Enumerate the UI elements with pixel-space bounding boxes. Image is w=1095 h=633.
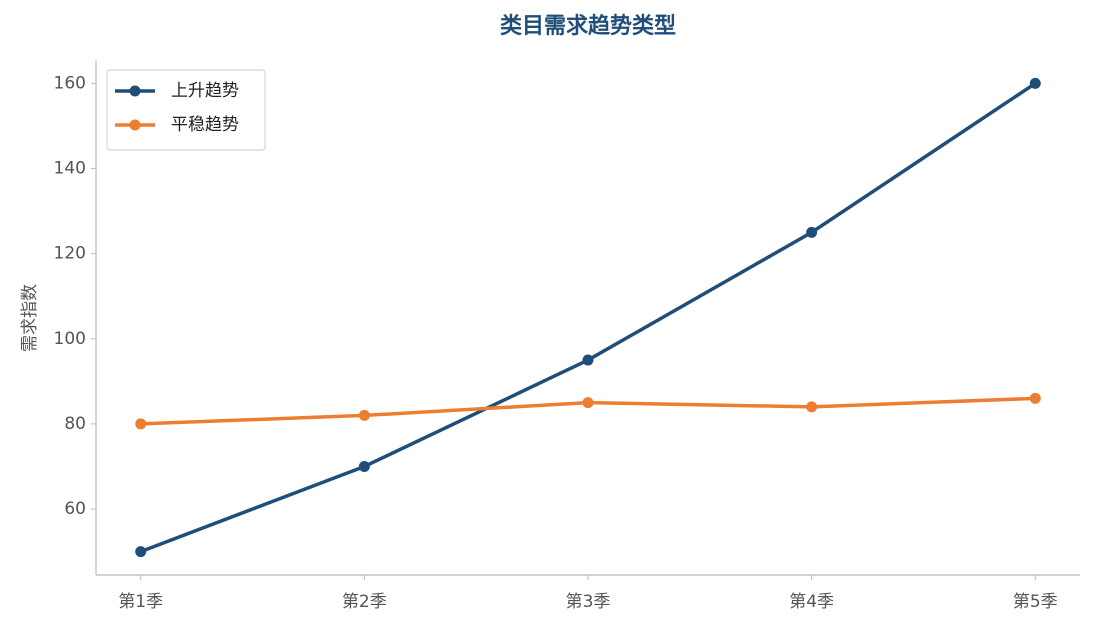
chart-title: 类目需求趋势类型 <box>500 13 676 39</box>
y-tick-label: 100 <box>54 329 86 349</box>
point <box>135 546 147 558</box>
x-tick-label: 第4季 <box>789 592 834 612</box>
point <box>358 460 370 472</box>
point <box>358 409 370 421</box>
legend-marker <box>129 85 141 97</box>
y-tick-label: 140 <box>54 159 86 179</box>
point <box>806 401 818 413</box>
legend-label: 平稳趋势 <box>171 115 239 135</box>
x-tick-label: 第2季 <box>342 592 387 612</box>
x-tick-label: 第3季 <box>566 592 611 612</box>
point <box>582 397 594 409</box>
y-tick-label: 160 <box>54 73 86 93</box>
legend-marker <box>129 119 141 131</box>
x-tick-label: 第5季 <box>1013 592 1058 612</box>
y-axis-label: 需求指数 <box>20 284 40 352</box>
y-tick-label: 120 <box>54 244 86 264</box>
y-tick-label: 60 <box>64 499 86 519</box>
point <box>806 226 818 238</box>
point <box>135 418 147 430</box>
y-tick-label: 80 <box>64 414 86 434</box>
point <box>582 354 594 366</box>
x-tick-label: 第1季 <box>118 592 163 612</box>
legend-label: 上升趋势 <box>171 81 239 101</box>
point <box>1029 77 1041 89</box>
point <box>1029 392 1041 404</box>
line <box>140 81 1037 554</box>
